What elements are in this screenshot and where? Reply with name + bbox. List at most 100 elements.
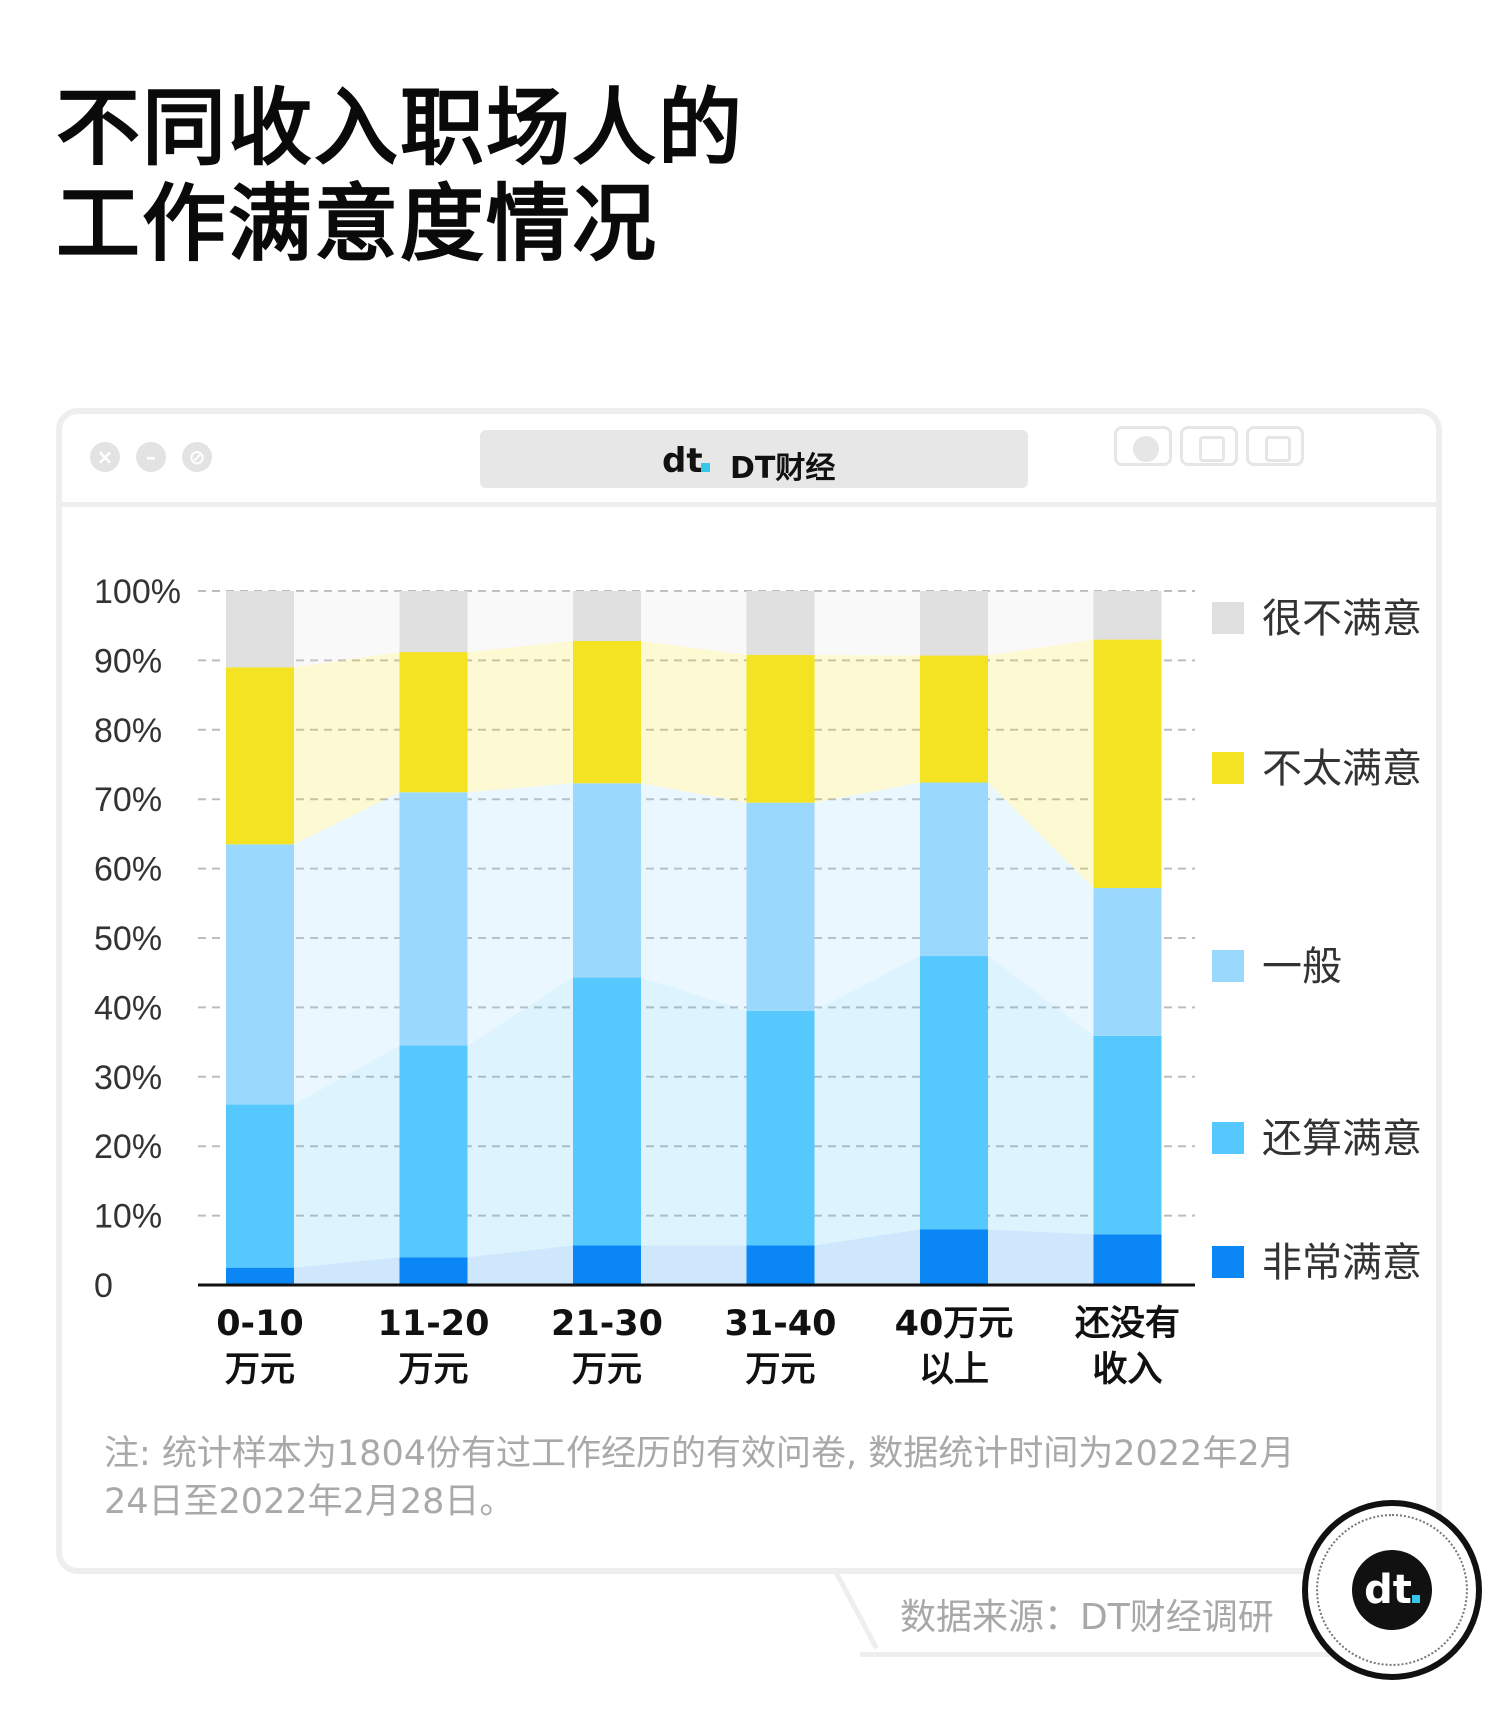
y-tick-label: 0 — [94, 1267, 113, 1305]
x-tick-label: 0-10 — [216, 1304, 304, 1344]
y-tick-label: 40% — [94, 989, 162, 1027]
bar-segment-不太满意 — [399, 652, 468, 793]
address-bar[interactable]: dt DT财经 — [480, 430, 1028, 488]
bar-segment-很不满意 — [1093, 591, 1162, 640]
x-tick-label: 收入 — [1092, 1350, 1162, 1390]
bar-segment-很不满意 — [573, 591, 641, 641]
bar-segment-一般 — [746, 802, 815, 1011]
x-tick-label: 万元 — [572, 1350, 642, 1390]
bar-segment-不太满意 — [1093, 639, 1162, 889]
legend-swatch-非常满意 — [1212, 1246, 1244, 1278]
legend-swatch-很不满意 — [1212, 602, 1244, 634]
bar-segment-还算满意 — [573, 977, 641, 1246]
band-不太满意 — [988, 639, 1094, 889]
x-tick-label: 万元 — [398, 1350, 468, 1390]
band-不太满意 — [814, 654, 920, 803]
bar-segment-非常满意 — [226, 1267, 294, 1285]
bar-segment-非常满意 — [920, 1229, 988, 1285]
x-tick-label: 万元 — [745, 1350, 815, 1390]
band-非常满意 — [814, 1229, 920, 1285]
band-还算满意 — [814, 956, 920, 1246]
bar-segment-不太满意 — [226, 667, 294, 845]
band-一般 — [988, 782, 1094, 1036]
band-不太满意 — [641, 640, 747, 803]
band-非常满意 — [641, 1245, 747, 1285]
band-非常满意 — [467, 1245, 573, 1285]
band-不太满意 — [294, 652, 400, 845]
y-tick-label: 30% — [94, 1059, 162, 1097]
dt-logo-icon: dt — [662, 444, 710, 478]
band-一般 — [467, 783, 573, 1046]
dt-badge-icon: dt — [1302, 1500, 1482, 1680]
legend-label: 一般 — [1262, 944, 1342, 990]
x-tick-label: 万元 — [225, 1350, 295, 1390]
band-很不满意 — [294, 591, 400, 668]
legend-swatch-一般 — [1212, 950, 1244, 982]
legend-label: 非常满意 — [1262, 1240, 1422, 1286]
band-很不满意 — [467, 591, 573, 653]
bar-segment-非常满意 — [573, 1245, 641, 1285]
record-icon[interactable] — [1114, 426, 1172, 466]
x-tick-label: 以上 — [919, 1350, 989, 1390]
address-bar-text: DT财经 — [730, 451, 836, 486]
bar-segment-一般 — [1093, 888, 1162, 1036]
bar-segment-不太满意 — [920, 655, 988, 783]
band-还算满意 — [988, 956, 1094, 1235]
y-tick-label: 90% — [94, 642, 162, 680]
share-icon[interactable] — [1180, 426, 1238, 466]
x-tick-label: 还没有 — [1075, 1304, 1180, 1344]
bar-segment-还算满意 — [399, 1045, 468, 1258]
y-tick-label: 20% — [94, 1128, 162, 1166]
y-tick-label: 100% — [94, 573, 181, 611]
legend-label: 不太满意 — [1262, 746, 1422, 792]
band-还算满意 — [294, 1045, 400, 1268]
band-非常满意 — [294, 1257, 400, 1285]
bar-segment-还算满意 — [226, 1104, 294, 1268]
band-还算满意 — [467, 977, 573, 1258]
y-tick-label: 70% — [94, 781, 162, 819]
legend-label: 还算满意 — [1262, 1116, 1422, 1162]
data-source: 数据来源：DT财经调研 — [900, 1597, 1274, 1638]
y-tick-label: 60% — [94, 851, 162, 889]
band-很不满意 — [814, 591, 920, 656]
legend-swatch-还算满意 — [1212, 1122, 1244, 1154]
x-tick-label: 31-40 — [725, 1304, 837, 1344]
band-很不满意 — [988, 591, 1094, 656]
title-line-2: 工作满意度情况 — [56, 175, 659, 273]
chart-note: 注: 统计样本为1804份有过工作经历的有效问卷, 数据统计时间为2022年2月… — [104, 1434, 1295, 1522]
close-icon[interactable]: × — [90, 442, 120, 472]
bar-segment-非常满意 — [399, 1257, 468, 1285]
bar-segment-一般 — [920, 782, 988, 957]
y-tick-label: 10% — [94, 1198, 162, 1236]
bar-segment-非常满意 — [1093, 1234, 1162, 1285]
band-不太满意 — [467, 640, 573, 793]
band-很不满意 — [641, 591, 747, 655]
band-还算满意 — [641, 977, 747, 1246]
bar-segment-一般 — [573, 783, 641, 978]
stacked-bar-chart: 0 10% 20% 30% 40% 50% 60% 70% 80% 90% 100% 0-10 万元 11… — [94, 573, 1422, 1390]
source-tab — [860, 1574, 1330, 1657]
bar-segment-还算满意 — [1093, 1035, 1162, 1235]
block-icon[interactable]: ⊘ — [182, 442, 212, 472]
x-tick-label: 21-30 — [551, 1304, 663, 1344]
bar-segment-一般 — [399, 792, 468, 1046]
bar-segment-很不满意 — [399, 591, 468, 653]
bar-segment-还算满意 — [746, 1010, 815, 1246]
bar-segment-非常满意 — [746, 1245, 815, 1285]
band-一般 — [641, 783, 747, 1011]
x-tick-label: 11-20 — [378, 1304, 490, 1344]
band-一般 — [814, 782, 920, 1011]
window-copy-icon[interactable] — [1246, 426, 1304, 466]
y-tick-label: 80% — [94, 712, 162, 750]
band-一般 — [294, 792, 400, 1105]
bar-segment-一般 — [226, 844, 294, 1105]
minimize-icon[interactable]: – — [136, 442, 166, 472]
title-line-1: 不同收入职场人的 — [56, 79, 745, 177]
y-tick-label: 50% — [94, 920, 162, 958]
bar-segment-很不满意 — [746, 591, 815, 655]
bar-segment-不太满意 — [573, 640, 641, 784]
badge-logo-text: dt — [1364, 1567, 1412, 1613]
bar-segment-还算满意 — [920, 956, 988, 1230]
bar-segment-不太满意 — [746, 654, 815, 803]
band-非常满意 — [988, 1229, 1094, 1285]
